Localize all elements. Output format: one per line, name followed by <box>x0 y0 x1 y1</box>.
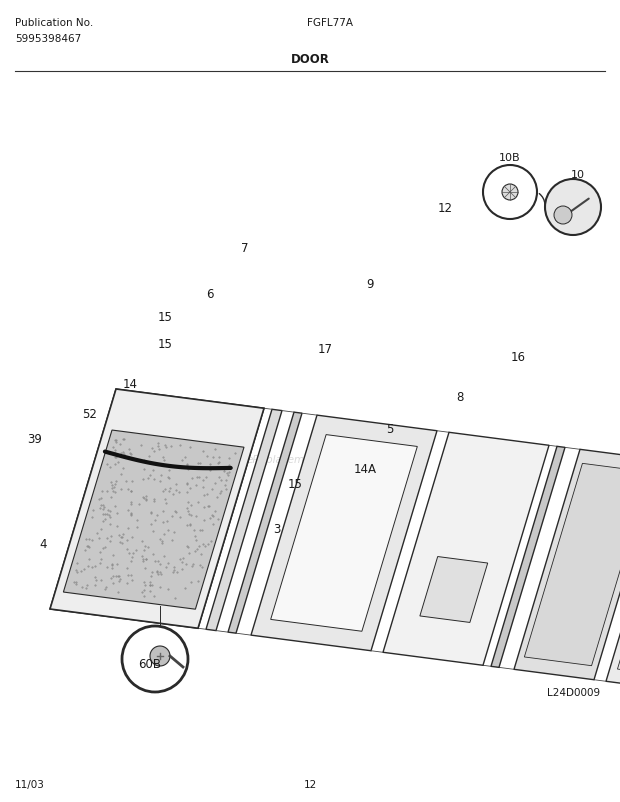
Polygon shape <box>251 415 437 651</box>
Polygon shape <box>271 435 417 631</box>
Text: 3: 3 <box>273 523 281 536</box>
Circle shape <box>483 166 537 220</box>
Text: L24D0009: L24D0009 <box>547 687 600 697</box>
Circle shape <box>545 180 601 236</box>
Polygon shape <box>206 410 282 631</box>
Polygon shape <box>618 476 620 677</box>
Polygon shape <box>420 557 488 622</box>
Polygon shape <box>50 390 264 629</box>
Polygon shape <box>606 462 620 691</box>
Text: 14: 14 <box>123 378 138 391</box>
Text: 52: 52 <box>82 408 97 421</box>
Text: 15: 15 <box>157 311 172 324</box>
Text: 16: 16 <box>510 351 526 364</box>
Polygon shape <box>525 464 620 666</box>
Circle shape <box>122 626 188 692</box>
Circle shape <box>150 646 170 666</box>
Text: 5995398467: 5995398467 <box>15 34 81 44</box>
Text: 17: 17 <box>317 343 332 356</box>
Text: 10B: 10B <box>499 153 521 163</box>
Text: 14A: 14A <box>353 463 376 476</box>
Circle shape <box>554 207 572 225</box>
Text: 8: 8 <box>456 391 464 404</box>
Polygon shape <box>514 450 620 680</box>
Text: 6: 6 <box>206 288 214 301</box>
Text: DOOR: DOOR <box>291 53 329 66</box>
Text: 12: 12 <box>438 201 453 214</box>
Polygon shape <box>50 390 264 629</box>
Text: 4: 4 <box>39 538 46 551</box>
Text: 60B: 60B <box>138 658 161 670</box>
Polygon shape <box>228 412 302 634</box>
Polygon shape <box>383 433 549 666</box>
Text: FGFL77A: FGFL77A <box>307 18 353 28</box>
Text: 7: 7 <box>241 241 249 254</box>
Text: 15: 15 <box>157 338 172 351</box>
Text: 5: 5 <box>386 423 394 436</box>
Text: 9: 9 <box>366 278 374 291</box>
Circle shape <box>502 184 518 200</box>
Text: 39: 39 <box>27 433 42 446</box>
Text: eReplacementParts.com: eReplacementParts.com <box>246 455 374 464</box>
Polygon shape <box>63 431 244 610</box>
Text: 11/03: 11/03 <box>15 779 45 789</box>
Text: 12: 12 <box>303 779 317 789</box>
Text: Publication No.: Publication No. <box>15 18 93 28</box>
Text: 10: 10 <box>571 170 585 180</box>
Polygon shape <box>491 447 565 667</box>
Text: 15: 15 <box>288 478 303 491</box>
Polygon shape <box>63 431 244 610</box>
